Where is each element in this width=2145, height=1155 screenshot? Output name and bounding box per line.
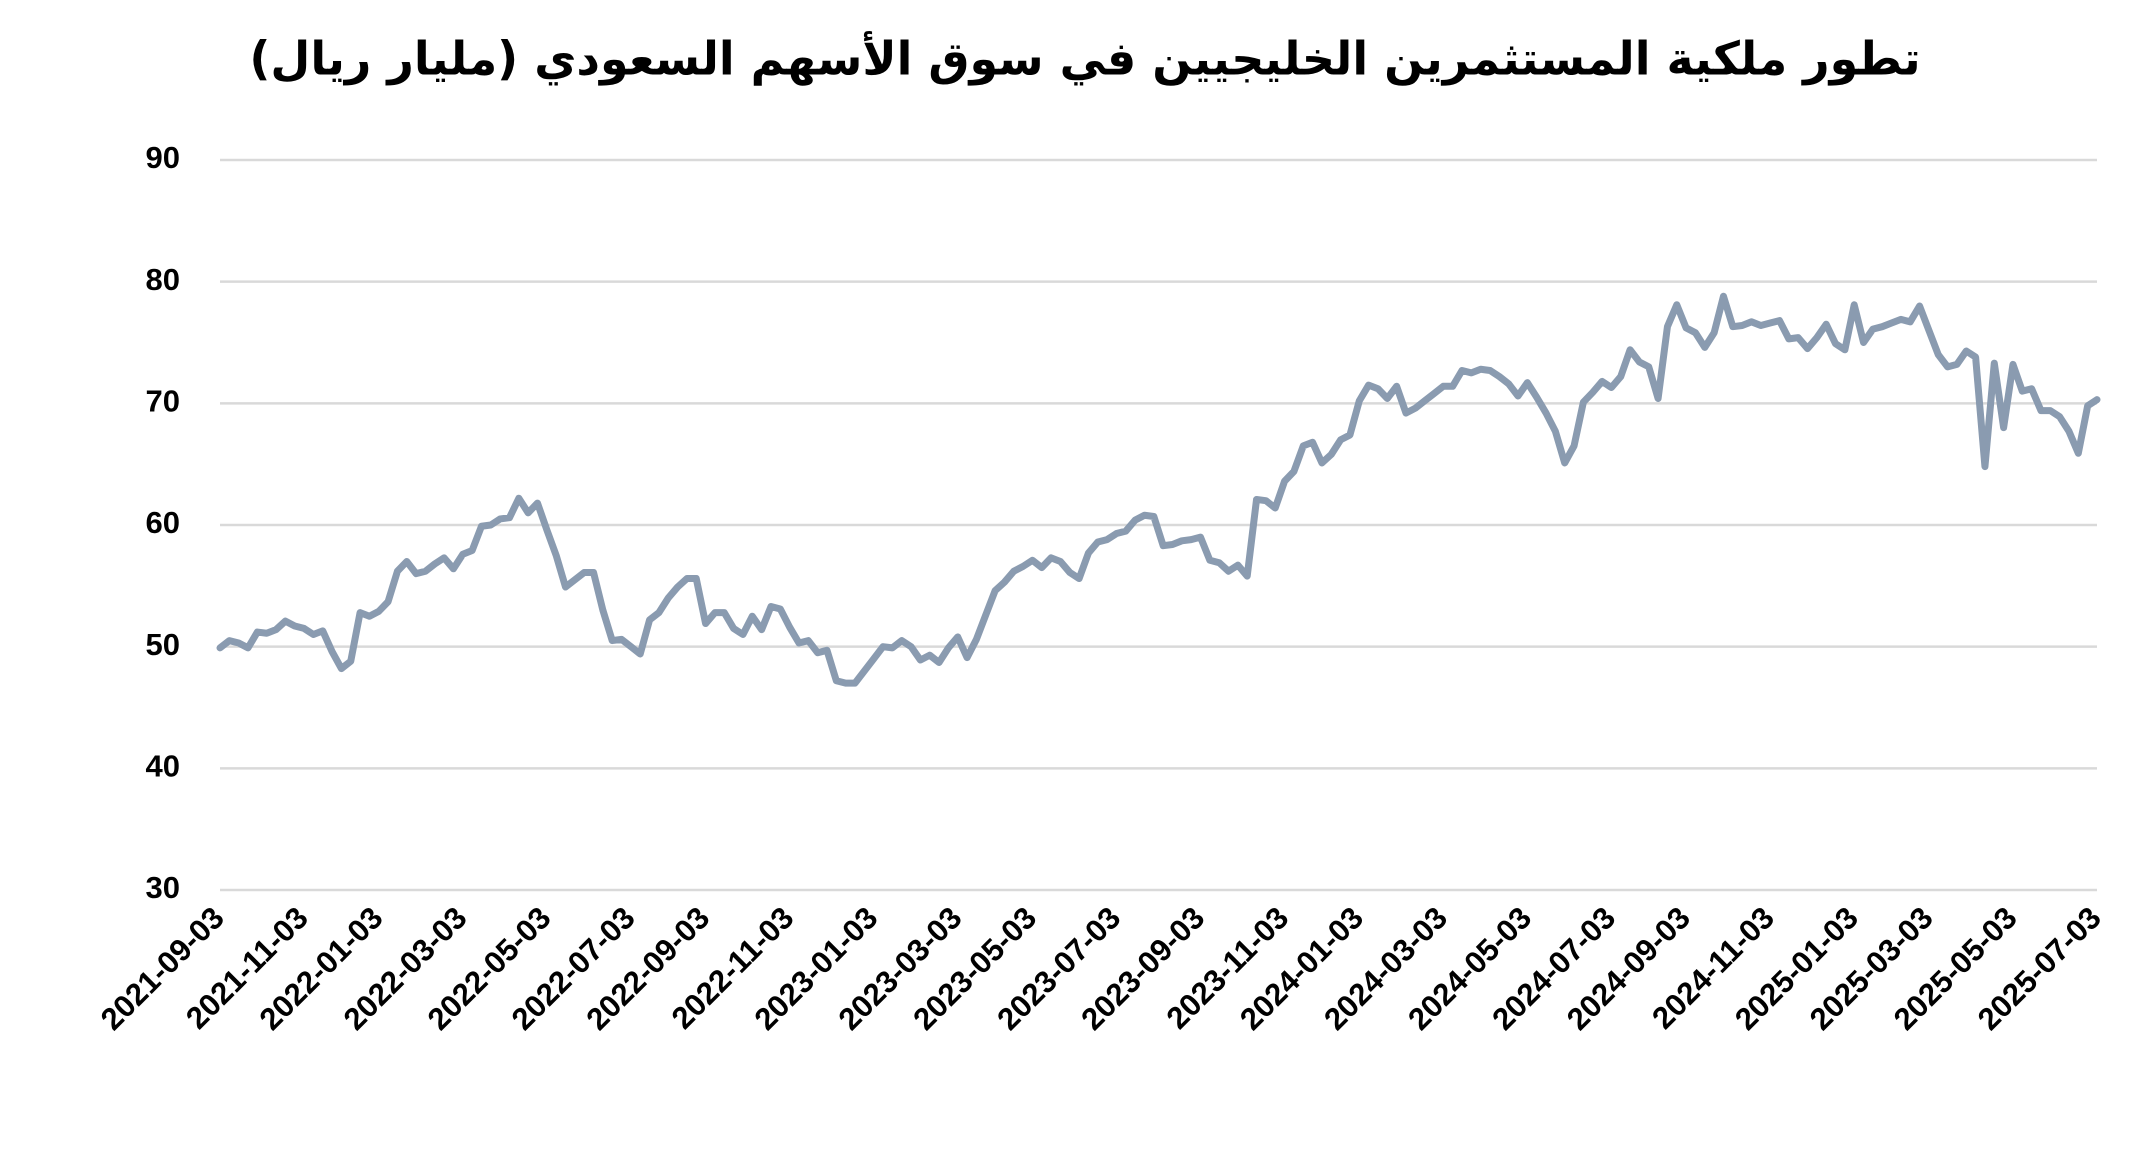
y-tick-label: 70 — [146, 384, 180, 419]
y-tick-label: 80 — [146, 262, 180, 297]
data-line — [216, 292, 2101, 687]
chart-title: تطور ملكية المستثمرين الخليجيين في سوق ا… — [249, 31, 1920, 86]
y-tick-label: 30 — [146, 870, 180, 905]
y-tick-label: 40 — [146, 749, 180, 784]
y-tick-label: 90 — [146, 140, 180, 175]
y-tick-label: 60 — [146, 505, 180, 540]
y-tick-label: 50 — [146, 627, 180, 662]
